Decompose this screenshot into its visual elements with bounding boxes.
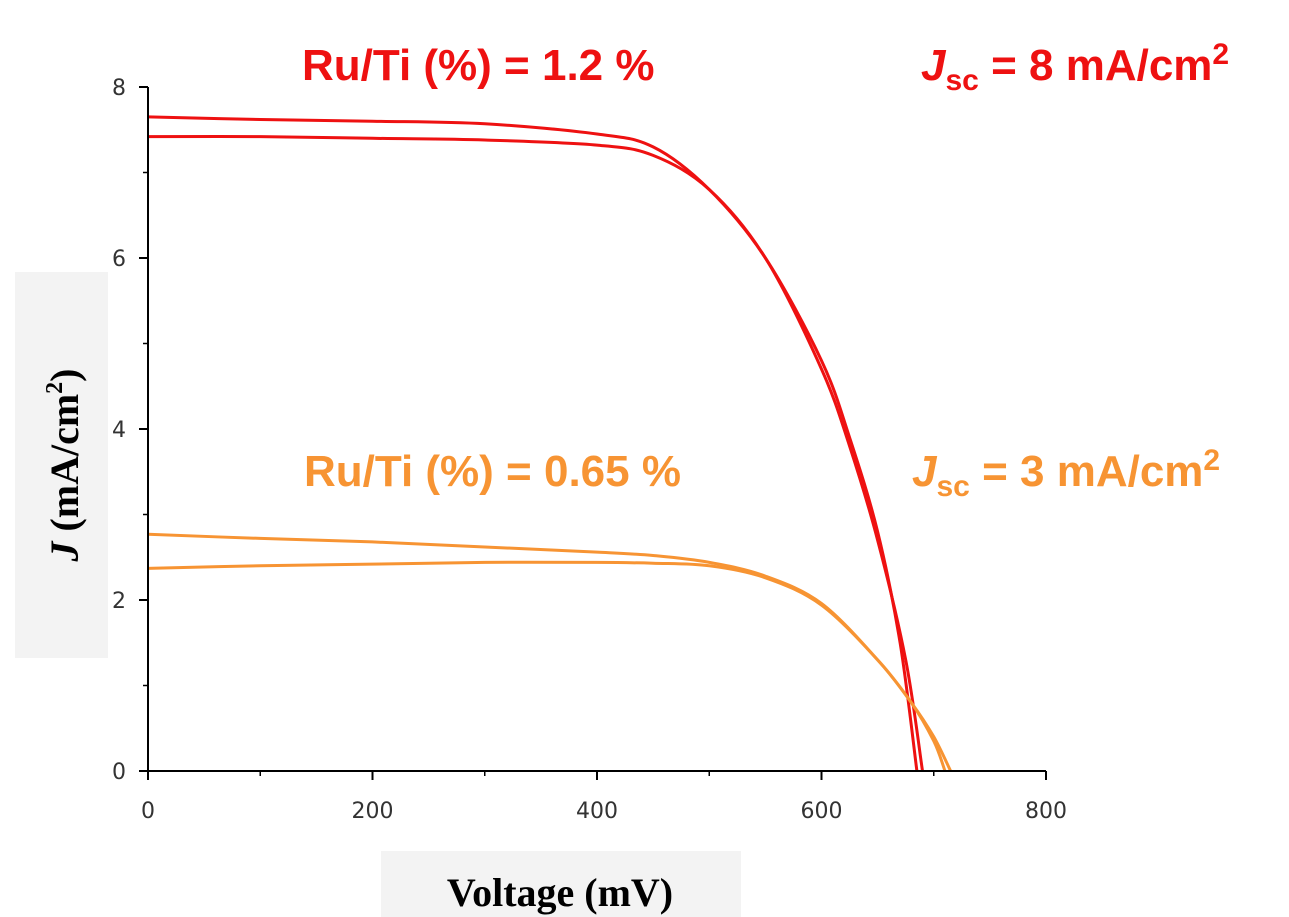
- jsc-sup: 2: [1203, 444, 1220, 477]
- series-line-red-2: [147, 134, 924, 772]
- y-tick-label: 8: [112, 76, 126, 101]
- y-tick-label: 0: [112, 760, 126, 785]
- jsc-value: = 3 mA/cm: [970, 447, 1204, 496]
- jsc-symbol: J: [912, 447, 938, 496]
- annotation-red-ratio: Ru/Ti (%) = 1.2 %: [302, 41, 655, 90]
- x-axis-title-box: [381, 851, 741, 917]
- y-axis-title-unit: (mA/cm: [42, 394, 87, 542]
- jsc-subscript: sc: [945, 64, 978, 97]
- x-tick-label: 400: [576, 799, 618, 824]
- y-tick-label: 6: [112, 247, 126, 272]
- y-axis-title-symbol: J: [42, 540, 87, 563]
- y-axis-title-close: ): [42, 368, 87, 381]
- y-tick-label: 2: [112, 589, 126, 614]
- jsc-subscript: sc: [936, 470, 969, 503]
- jsc-sup: 2: [1212, 38, 1229, 71]
- annotation-orange-ratio: Ru/Ti (%) = 0.65 %: [304, 447, 681, 496]
- series-line-orange-3: [147, 532, 947, 772]
- jsc-symbol: J: [921, 41, 947, 90]
- y-axis-title: J (mA/cm2): [42, 368, 87, 562]
- y-tick-label: 4: [112, 418, 126, 443]
- x-axis-title: Voltage (mV): [447, 870, 673, 915]
- x-tick-label: 800: [1025, 799, 1067, 824]
- series-line-orange-4: [147, 560, 953, 772]
- x-tick-label: 600: [801, 799, 843, 824]
- y-axis-title-box: [15, 272, 108, 658]
- series-line-red-1: [147, 115, 919, 772]
- x-tick-label: 200: [352, 799, 394, 824]
- jsc-value: = 8 mA/cm: [979, 41, 1213, 90]
- x-tick-label: 0: [141, 799, 155, 824]
- annotation-orange-jsc: Jsc = 3 mA/cm2: [912, 444, 1220, 503]
- y-axis-title-sup: 2: [42, 382, 68, 394]
- annotation-red-jsc: Jsc = 8 mA/cm2: [921, 38, 1229, 97]
